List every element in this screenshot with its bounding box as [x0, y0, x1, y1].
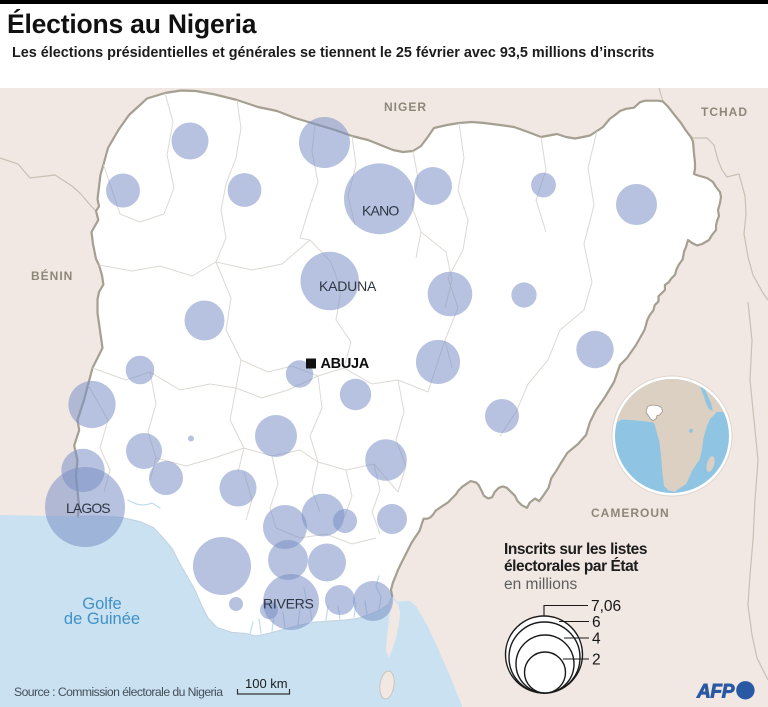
svg-text:KADUNA: KADUNA [319, 278, 377, 294]
svg-text:TCHAD: TCHAD [701, 105, 748, 119]
svg-text:ABUJA: ABUJA [321, 356, 370, 372]
svg-text:de Guinée: de Guinée [64, 610, 140, 628]
svg-text:Inscrits sur les listes: Inscrits sur les listes [504, 541, 647, 558]
svg-text:7,06: 7,06 [591, 598, 621, 615]
svg-text:BÉNIN: BÉNIN [31, 268, 73, 283]
svg-text:électorales par État: électorales par État [504, 558, 638, 575]
svg-text:2: 2 [592, 652, 601, 669]
svg-text:LAGOS: LAGOS [66, 500, 110, 516]
svg-text:CAMEROUN: CAMEROUN [591, 506, 670, 520]
svg-text:en millions: en millions [504, 576, 577, 593]
svg-text:Golfe: Golfe [82, 595, 121, 613]
svg-text:4: 4 [592, 631, 601, 648]
svg-text:RIVERS: RIVERS [263, 596, 314, 612]
svg-text:6: 6 [592, 614, 601, 631]
svg-text:Source : Commission électorale: Source : Commission électorale du Nigeri… [14, 685, 223, 699]
svg-text:NIGER: NIGER [384, 100, 427, 114]
svg-text:AFP: AFP [696, 682, 735, 703]
svg-text:100 km: 100 km [245, 676, 288, 691]
svg-text:KANO: KANO [362, 203, 399, 219]
